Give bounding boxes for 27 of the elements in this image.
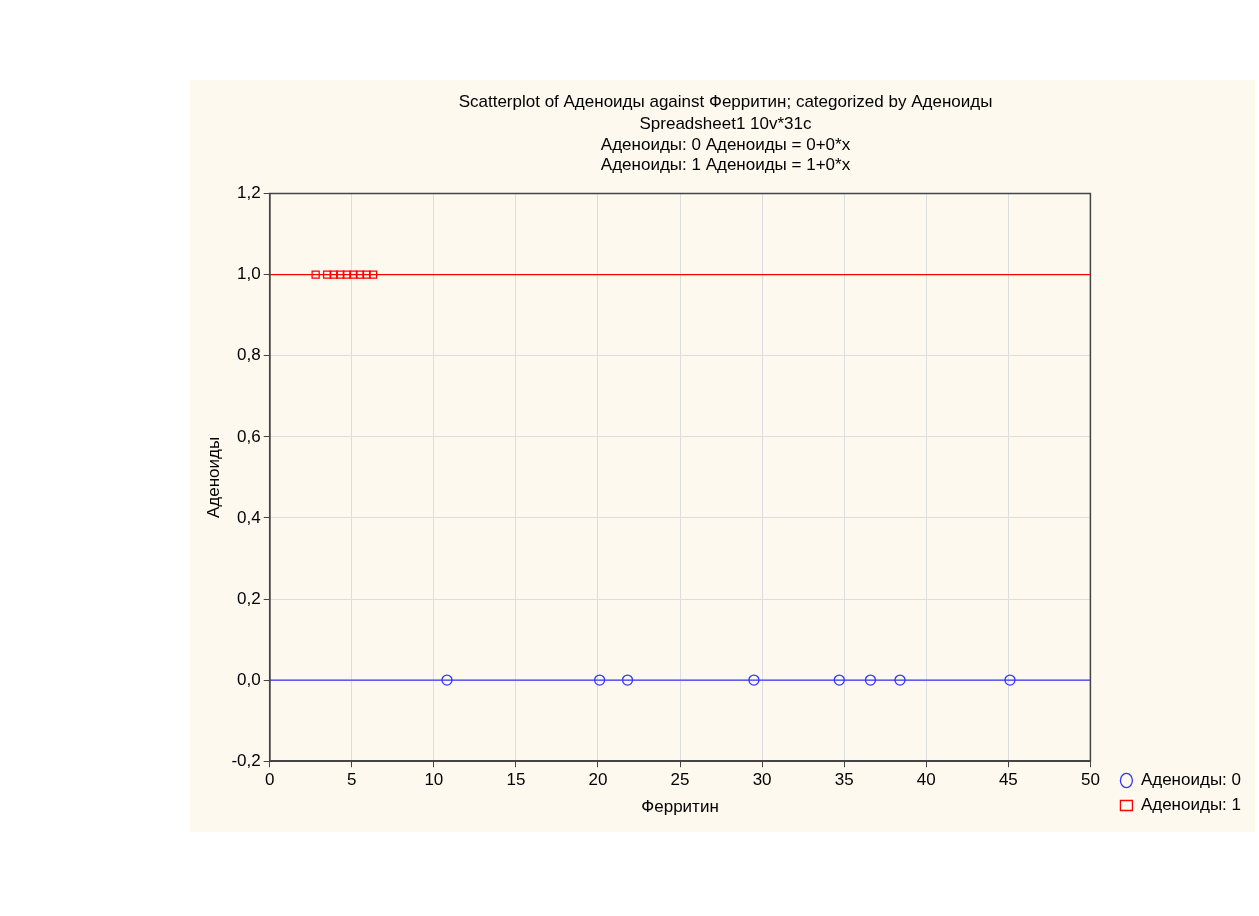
x-tick-label: 50	[1080, 770, 1100, 790]
x-tick-label: 30	[752, 770, 772, 790]
x-tick-label: 35	[834, 770, 854, 790]
chart-title: Scatterplot of Аденоиды against Ферритин; categorized by Аденоиды	[458, 91, 993, 111]
legend-label: Аденоиды: 0	[1140, 770, 1241, 790]
y-tick-label: 0,2	[237, 588, 261, 608]
x-tick-label: 25	[670, 770, 690, 790]
chart-subtitle: Spreadsheet1 10v*31c	[639, 114, 812, 134]
x-tick-label: 40	[916, 770, 936, 790]
x-axis-title: Ферритин	[641, 797, 719, 817]
y-tick-label: 1,2	[237, 183, 261, 203]
y-tick-label: 0,6	[237, 426, 261, 446]
text: Аденоиды: 1 Аденоиды = 1+0*x	[600, 155, 851, 175]
y-tick-label: -0,2	[231, 750, 261, 770]
text: Аденоиды: 0 Аденоиды = 0+0*x	[600, 134, 851, 154]
y-tick-label: 1,0	[237, 264, 261, 284]
x-tick-label: 10	[424, 770, 444, 790]
x-tick-label: 45	[998, 770, 1018, 790]
x-tick-label: 5	[347, 770, 357, 790]
x-tick-label: 15	[506, 770, 526, 790]
y-axis-title: Аденоиды	[203, 436, 223, 518]
x-tick-label: 0	[264, 770, 275, 790]
legend-label: Аденоиды: 1	[1140, 795, 1241, 815]
y-tick-label: 0,4	[237, 507, 261, 527]
x-tick-label: 20	[588, 770, 608, 790]
y-tick-label: 0,8	[237, 345, 261, 365]
y-tick-label: 0,0	[237, 669, 261, 689]
